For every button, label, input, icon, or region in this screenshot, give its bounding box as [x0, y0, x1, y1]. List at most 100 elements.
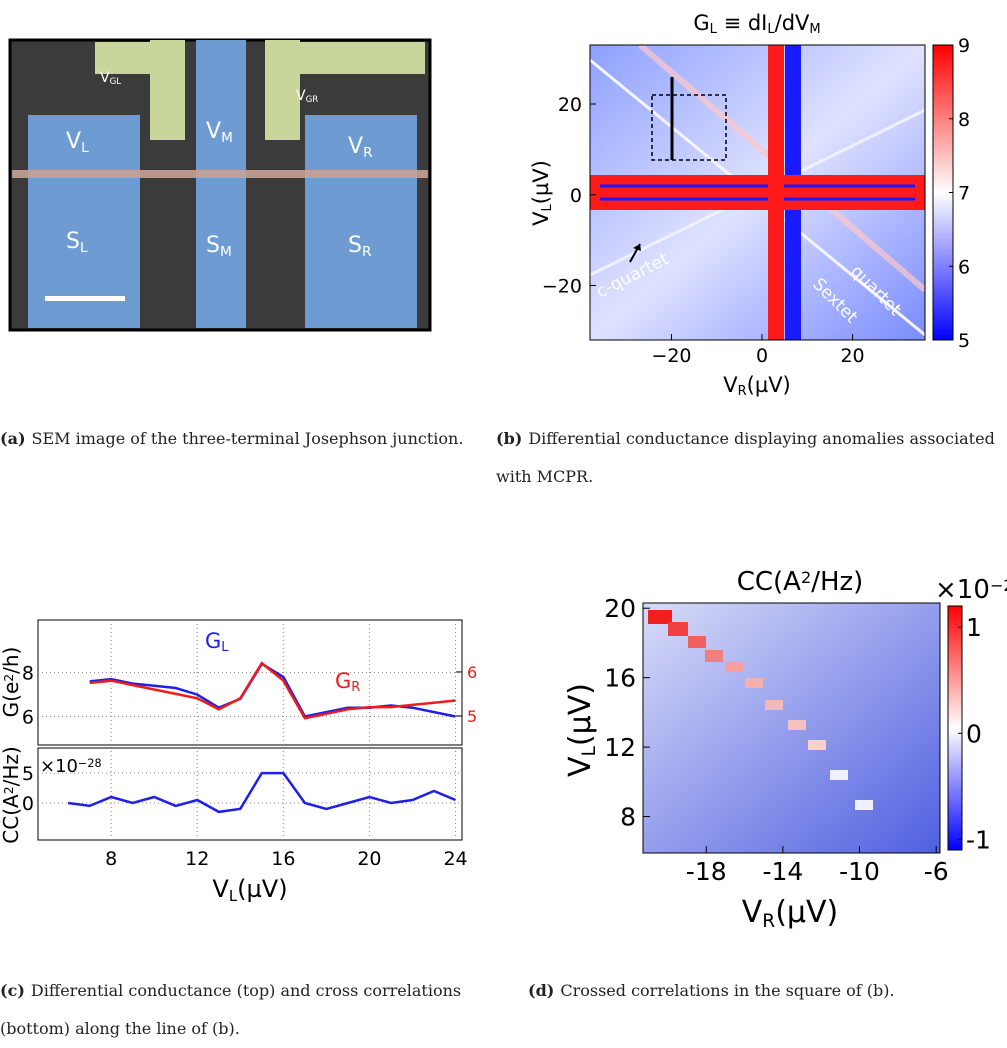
caption-tag: (a): [0, 429, 26, 448]
y-tick-label: 0: [22, 793, 34, 815]
sem-label-sub: R: [362, 244, 372, 260]
colorbar-label: 6: [958, 256, 970, 278]
x-axis-label-part: V: [212, 875, 229, 903]
sem-label-part: V: [348, 134, 363, 159]
x-axis-label-sub: L: [229, 887, 238, 905]
colorbar-label: 1: [966, 613, 982, 642]
x-axis-label-part: (µV): [747, 373, 791, 397]
y-axis-label-part: CC(A: [0, 794, 23, 844]
x-axis-label: VR(µV): [723, 373, 791, 399]
y-axis-label: G(e2/h): [0, 647, 23, 718]
x-axis-label-sub: R: [762, 911, 775, 932]
caption-tag: (d): [528, 981, 555, 1000]
x-axis-label-part: V: [742, 895, 763, 930]
plot-title-sup: 2: [801, 568, 811, 587]
sem-label: VGL: [100, 70, 121, 87]
y-axis-label-sub: L: [579, 745, 600, 756]
sem-label-sub: M: [220, 244, 232, 260]
sem-label: SR: [348, 233, 372, 260]
sem-label-part: V: [206, 119, 221, 144]
y-tick-label: 8: [22, 663, 34, 685]
sem-label-part: V: [66, 129, 81, 154]
y-axis-label-part: (µV): [563, 683, 598, 746]
y-axis-label-part: V: [563, 756, 598, 777]
caption-text: Differential conductance (top) and cross…: [0, 981, 462, 1038]
y-axis-label-part: (µV): [529, 160, 553, 204]
y-axis-label: VL(µV): [529, 160, 555, 226]
x-tick-label: 12: [185, 848, 209, 870]
y2-tick-label: 6: [467, 663, 477, 682]
caption-c: (c) Differential conductance (top) and cr…: [0, 972, 470, 1048]
sem-label: SM: [206, 233, 232, 260]
multiplier: ×10−27: [935, 575, 1007, 605]
legend-label: GL: [205, 629, 229, 655]
multiplier-part: ×10: [40, 756, 78, 777]
multiplier: ×10−28: [40, 756, 102, 777]
x-axis-label: VR(µV): [742, 895, 838, 932]
caption-a: (a) SEM image of the three-terminal Josep…: [0, 420, 470, 458]
x-tick-label: 24: [443, 848, 467, 870]
sem-label-sub: M: [221, 130, 233, 146]
sem-label: SL: [66, 229, 88, 256]
y-axis-label-sub: L: [540, 204, 555, 212]
multiplier-part: ×10: [935, 575, 990, 605]
x-axis-label-part: V: [723, 373, 738, 397]
sem-label-sub: GR: [306, 95, 319, 105]
colorbar-label: 8: [958, 109, 970, 131]
sem-label-sub: R: [363, 145, 373, 161]
conductance-map: [589, 42, 954, 341]
caption-text: Crossed correlations in the square of (b…: [560, 981, 895, 1000]
plot-title-part: G: [693, 11, 709, 35]
y-tick-label: 20: [558, 94, 582, 116]
series-line: [89, 661, 456, 720]
caption-text: Differential conductance displaying anom…: [496, 429, 995, 486]
y-axis-label: CC(A2/Hz): [0, 746, 23, 843]
y-tick-label: 8: [620, 803, 636, 832]
colorbar-label: 9: [958, 35, 970, 57]
sem-label-part: V: [296, 88, 306, 104]
colorbar-label: 0: [966, 719, 982, 748]
sem-label: VL: [66, 129, 89, 156]
caption-b: (b) Differential conductance displaying a…: [496, 420, 1007, 496]
x-tick-label: 0: [756, 345, 768, 367]
correlation-map: [642, 602, 963, 854]
y-axis-label-part: V: [529, 211, 553, 226]
y2-tick-label: 5: [467, 707, 477, 726]
sem-label-sub: L: [80, 240, 88, 256]
x-axis-label-part: (µV): [237, 875, 287, 903]
x-tick-label: -10: [839, 857, 880, 886]
multiplier-sup: −28: [78, 757, 102, 770]
y-tick-label: 6: [22, 706, 34, 728]
y-tick-label: 16: [604, 664, 636, 693]
y-axis-label-sup: 2: [1, 674, 16, 682]
x-tick-label: 20: [840, 345, 864, 367]
caption-text: SEM image of the three-terminal Josephso…: [31, 429, 464, 448]
caption-tag: (b): [496, 429, 523, 448]
plot-title-sub: M: [809, 22, 820, 37]
top-plot-frame: [37, 619, 463, 746]
x-tick-label: 8: [105, 848, 117, 870]
y-axis-label-sup: 2: [1, 786, 16, 794]
sem-label-part: V: [100, 70, 110, 86]
legend-label-sub: L: [221, 640, 229, 655]
y-tick-label: −20: [542, 276, 582, 298]
legend-label-part: G: [205, 629, 221, 653]
colorbar-label: 5: [958, 330, 970, 352]
plot-title-sub: L: [767, 22, 775, 37]
y-tick-label: 5: [22, 763, 34, 785]
x-tick-label: 20: [357, 848, 381, 870]
x-axis-label-part: (µV): [775, 895, 838, 930]
y-axis-label: VL(µV): [563, 683, 600, 777]
caption-tag: (c): [0, 981, 25, 1000]
plot-title: GL ≡ dIL/dVM: [693, 11, 820, 37]
x-tick-label: −20: [651, 345, 691, 367]
sem-label-sub: L: [81, 140, 89, 156]
x-axis-label: VL(µV): [212, 875, 287, 905]
y-tick-label: 0: [570, 185, 582, 207]
y-axis-label-part: G(e: [0, 682, 23, 718]
sem-label-sub: GL: [110, 77, 122, 87]
caption-d: (d) Crossed correlations in the square of…: [528, 972, 1007, 1010]
colorbar-label: 7: [958, 183, 970, 205]
